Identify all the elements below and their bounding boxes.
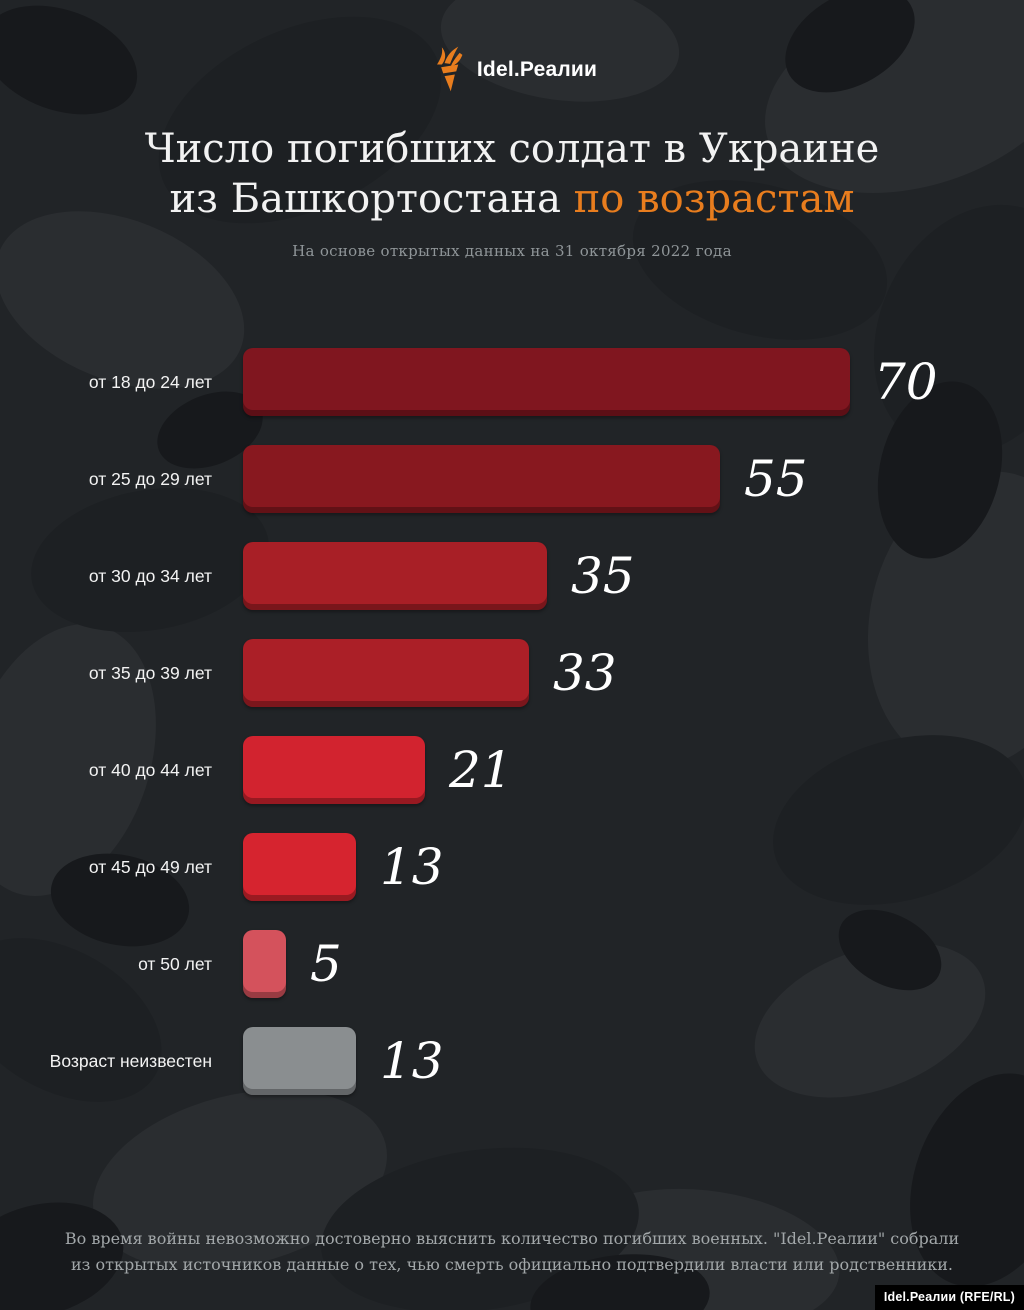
category-label: от 25 до 29 лет <box>88 468 212 489</box>
bar <box>243 833 356 901</box>
value-label: 70 <box>874 353 938 411</box>
category-label: от 30 до 34 лет <box>88 565 212 586</box>
bar <box>243 639 529 707</box>
chart-row: Возраст неизвестен 13 <box>0 1027 1024 1095</box>
chart-row: от 50 лет 5 <box>0 930 1024 998</box>
chart-row: от 18 до 24 лет 70 <box>0 348 1024 416</box>
category-label: от 45 до 49 лет <box>88 856 212 877</box>
bar <box>243 1027 356 1095</box>
bar-chart: от 18 до 24 лет 70 от 25 до 29 лет 55 от… <box>0 348 1024 1095</box>
footnote-line1: Во время войны невозможно достоверно выя… <box>64 1229 960 1248</box>
logo: Idel.Реалии <box>0 0 1024 94</box>
title-line2: из Башкортостана <box>169 176 574 222</box>
category-label: Возраст неизвестен <box>49 1050 212 1071</box>
bar <box>243 348 850 416</box>
value-label: 33 <box>553 644 617 702</box>
value-label: 13 <box>380 1032 444 1090</box>
torch-icon <box>436 46 463 92</box>
bar <box>243 736 425 804</box>
value-label: 21 <box>449 741 513 799</box>
page-title: Число погибших солдат в Украине из Башкор… <box>0 124 1024 224</box>
value-label: 55 <box>744 450 808 508</box>
chart-row: от 30 до 34 лет 35 <box>0 542 1024 610</box>
footnote: Во время войны невозможно достоверно выя… <box>0 1226 1024 1278</box>
chart-row: от 45 до 49 лет 13 <box>0 833 1024 901</box>
source-credit: Idel.Реалии (RFE/RL) <box>874 1285 1024 1310</box>
chart-row: от 35 до 39 лет 33 <box>0 639 1024 707</box>
category-label: от 18 до 24 лет <box>88 371 212 392</box>
bar <box>243 542 547 610</box>
title-line1: Число погибших солдат в Украине <box>144 126 880 172</box>
bar <box>243 930 286 998</box>
category-label: от 35 до 39 лет <box>88 662 212 683</box>
chart-row: от 40 до 44 лет 21 <box>0 736 1024 804</box>
value-label: 35 <box>571 547 635 605</box>
subtitle: На основе открытых данных на 31 октября … <box>292 242 732 260</box>
category-label: от 50 лет <box>138 953 212 974</box>
bar <box>243 445 720 513</box>
title-accent: по возрастам <box>573 176 855 222</box>
chart-row: от 25 до 29 лет 55 <box>0 445 1024 513</box>
value-label: 13 <box>380 838 444 896</box>
footnote-line2: из открытых источников данные о тех, чью… <box>70 1255 953 1274</box>
value-label: 5 <box>310 935 342 993</box>
logo-text: Idel.Реалии <box>476 58 598 81</box>
category-label: от 40 до 44 лет <box>88 759 212 780</box>
